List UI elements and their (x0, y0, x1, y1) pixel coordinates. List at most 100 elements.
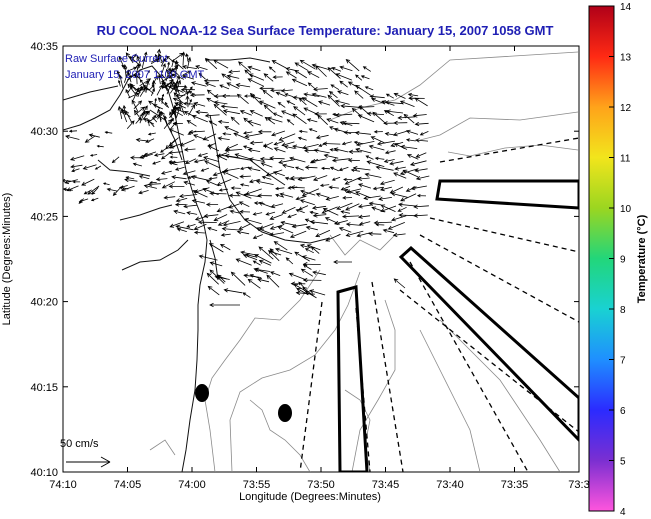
current-vector (366, 111, 385, 116)
current-vector (219, 243, 231, 251)
current-vector (301, 97, 318, 107)
current-vector (209, 302, 240, 308)
current-vector (249, 92, 262, 106)
current-vector (280, 220, 297, 226)
current-vector (182, 64, 198, 70)
current-vector (278, 133, 296, 141)
current-vector (135, 137, 151, 143)
current-vector (292, 144, 308, 150)
current-vector (174, 102, 186, 109)
current-vector (368, 231, 382, 237)
current-vector (154, 97, 157, 105)
current-vector (272, 171, 285, 177)
current-vector (392, 232, 406, 238)
current-vector (325, 233, 341, 242)
current-vector (277, 102, 286, 108)
current-vector (132, 162, 143, 167)
current-vector (364, 86, 374, 91)
current-vector (261, 175, 272, 180)
current-vector (266, 116, 283, 123)
current-vector (348, 149, 362, 154)
current-vector (239, 183, 250, 187)
current-vector (96, 144, 104, 148)
colorbar-tick-label: 6 (620, 406, 626, 417)
current-vector (223, 168, 240, 173)
current-vector (233, 132, 250, 141)
current-vector (284, 93, 294, 98)
current-vector (88, 133, 100, 138)
current-vector (355, 191, 371, 199)
current-vector (169, 221, 185, 228)
current-vector (139, 78, 152, 87)
current-vector (317, 114, 328, 125)
current-vector (265, 211, 276, 216)
current-vector (323, 153, 339, 159)
current-vector (195, 109, 208, 115)
current-vector (160, 93, 165, 100)
y-axis-label: Latitude (Degrees:Minutes) (1, 193, 13, 326)
legend-date: January 15, 2007 1100 GMT (65, 69, 204, 81)
current-vector (179, 193, 198, 199)
current-vector (415, 175, 430, 181)
current-vector (216, 205, 231, 213)
y-tick-label: 40:35 (30, 41, 58, 53)
current-vector (141, 57, 146, 69)
current-vector (176, 79, 181, 91)
current-vector (357, 114, 375, 123)
current-vector (252, 234, 263, 239)
current-vector (236, 230, 250, 235)
current-vector (358, 183, 372, 189)
current-vector (313, 148, 330, 154)
current-vector (175, 197, 188, 203)
current-vector (345, 222, 362, 227)
current-vector (272, 112, 283, 118)
current-vector (269, 224, 284, 230)
current-vector (207, 226, 218, 232)
current-vector (133, 100, 143, 110)
current-vector (270, 203, 284, 209)
current-vector (375, 165, 394, 171)
current-vector (117, 70, 122, 80)
current-vector (344, 176, 361, 185)
current-vector (131, 53, 137, 61)
current-vector (248, 157, 265, 162)
current-vector (91, 187, 99, 195)
current-vector (269, 232, 285, 237)
current-vector (171, 73, 185, 80)
current-vector (327, 94, 340, 107)
current-vector (339, 80, 348, 88)
current-vector (228, 69, 241, 74)
current-vector (402, 169, 419, 178)
current-vector (399, 100, 415, 107)
current-vector (259, 86, 274, 91)
current-vector (269, 248, 278, 256)
current-vector (217, 136, 230, 141)
current-vector (390, 192, 408, 198)
current-vector (247, 78, 265, 87)
current-vector (330, 84, 340, 91)
current-vector (152, 75, 158, 86)
current-vector (393, 120, 408, 126)
current-vector (133, 74, 140, 79)
current-vector (243, 192, 261, 198)
current-vector (168, 75, 174, 81)
current-vector (125, 176, 135, 180)
current-vector (230, 116, 240, 125)
current-vector (297, 136, 307, 141)
colorbar-ticks: 14 13 12 11 10 9 8 7 6 5 4 (609, 2, 632, 518)
current-vector (325, 196, 339, 201)
current-vector (142, 151, 157, 157)
current-vector (354, 90, 364, 99)
current-vector (419, 131, 429, 136)
current-vector (124, 69, 130, 83)
current-vector (146, 69, 150, 76)
current-vector (135, 117, 142, 124)
current-vector (208, 176, 218, 181)
current-vector (168, 71, 174, 77)
current-vector (398, 202, 416, 207)
current-vector (295, 195, 307, 201)
current-vector (315, 229, 331, 238)
current-vector (311, 92, 327, 98)
current-vector (309, 210, 319, 215)
